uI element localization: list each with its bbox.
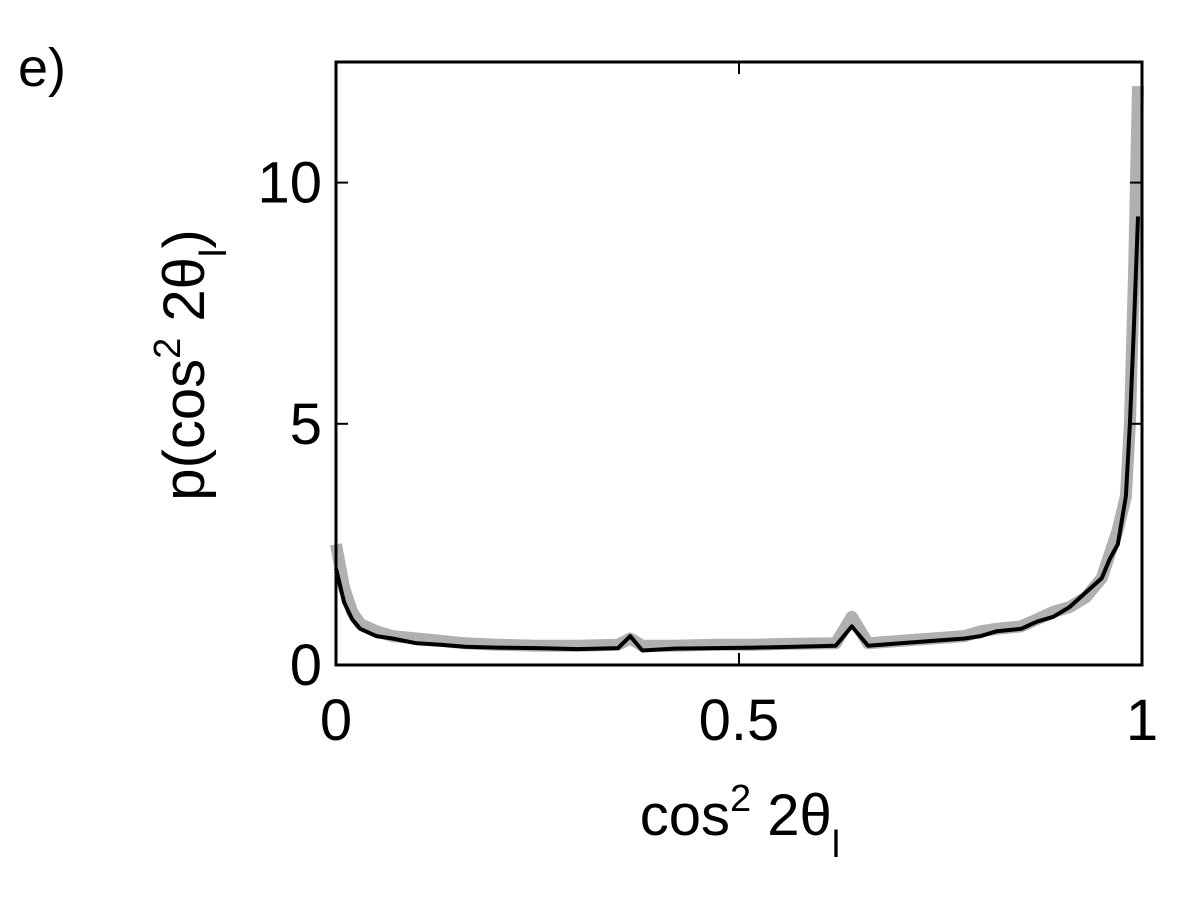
y-label-sup: 2 — [147, 338, 189, 359]
x-label-part: cos — [640, 783, 730, 848]
y-tick-label: 0 — [290, 633, 322, 698]
y-axis-label: p(cos2 2θl) — [147, 229, 235, 500]
data-line — [334, 216, 1140, 653]
x-tick-label: 1 — [1126, 688, 1158, 753]
x-label-part: 2θ — [751, 783, 832, 848]
x-axis-label: cos2 2θl — [640, 778, 841, 866]
x-tick-label: 0 — [320, 688, 352, 753]
x-label-sub: l — [832, 824, 840, 866]
y-label-part: 2θ — [152, 257, 217, 338]
y-label-part: p(cos — [152, 359, 217, 501]
x-label-sup: 2 — [730, 778, 751, 820]
x-tick-label: 0.5 — [699, 688, 780, 753]
y-label-sub: l — [193, 249, 235, 257]
data-line — [330, 85, 1144, 652]
y-tick-label: 10 — [257, 151, 322, 216]
y-tick-label: 5 — [290, 392, 322, 457]
panel-label: e) — [18, 38, 66, 98]
plot-frame — [334, 60, 1144, 667]
y-label-part: ) — [152, 229, 217, 248]
